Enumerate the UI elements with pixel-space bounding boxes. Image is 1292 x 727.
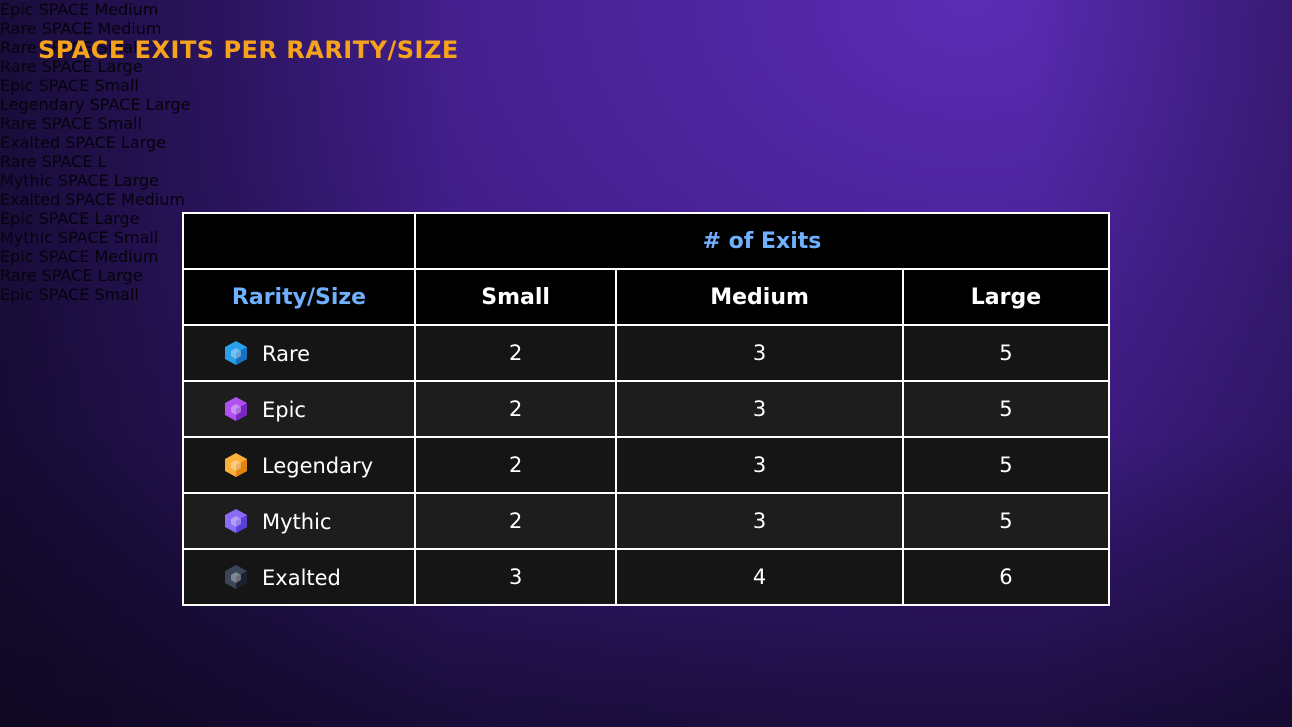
page-title: SPACE EXITS PER RARITY/SIZE	[38, 36, 459, 64]
row-label-cell: Legendary	[182, 436, 416, 494]
exit-count: 3	[615, 436, 904, 494]
table-row: Legendary 2 3 5	[182, 436, 1111, 494]
rarity-icon	[225, 565, 247, 589]
row-label: Mythic	[262, 510, 332, 534]
row-label-cell: Mythic	[182, 492, 416, 550]
row-label: Epic	[262, 398, 306, 422]
corner-blank	[182, 212, 416, 270]
corner-header: Rarity/Size	[182, 268, 416, 326]
table-row: Mythic 2 3 5	[182, 492, 1111, 550]
exit-count: 2	[413, 436, 618, 494]
exit-count: 2	[413, 492, 618, 550]
exit-count: 3	[615, 324, 904, 382]
exit-count: 5	[901, 380, 1111, 438]
rarity-icon	[225, 453, 247, 477]
row-label: Exalted	[262, 566, 341, 590]
exit-count: 5	[901, 324, 1111, 382]
exits-table: # of Exits Rarity/Size Small Medium Large …	[182, 212, 1111, 606]
column-header: Medium	[615, 268, 904, 326]
exit-count: 3	[615, 492, 904, 550]
table-row: Rare 2 3 5	[182, 324, 1111, 382]
column-header: Large	[901, 268, 1111, 326]
row-label: Legendary	[262, 454, 374, 478]
exit-count: 5	[901, 492, 1111, 550]
row-label-cell: Exalted	[182, 548, 416, 606]
row-label: Rare	[262, 342, 311, 366]
rarity-icon	[225, 397, 247, 421]
exit-count: 3	[413, 548, 618, 606]
exit-count: 4	[615, 548, 904, 606]
column-header: Small	[413, 268, 618, 326]
group-header: # of Exits	[414, 212, 1110, 270]
exit-count: 6	[901, 548, 1111, 606]
table-body: Rare 2 3 5 Epic 2 3 5 Legendary 2 3 5 Mythic 2 3 5 Exalt…	[182, 324, 1111, 606]
exit-count: 2	[413, 324, 618, 382]
exit-count: 3	[615, 380, 904, 438]
table-row: Exalted 3 4 6	[182, 548, 1111, 606]
table-row: Epic 2 3 5	[182, 380, 1111, 438]
row-label-cell: Epic	[182, 380, 416, 438]
rarity-icon	[225, 341, 247, 365]
rarity-icon	[225, 509, 247, 533]
exit-count: 2	[413, 380, 618, 438]
column-row: Rarity/Size Small Medium Large	[182, 268, 1111, 326]
header-row: # of Exits	[182, 212, 1110, 270]
row-label-cell: Rare	[182, 324, 416, 382]
exit-count: 5	[901, 436, 1111, 494]
